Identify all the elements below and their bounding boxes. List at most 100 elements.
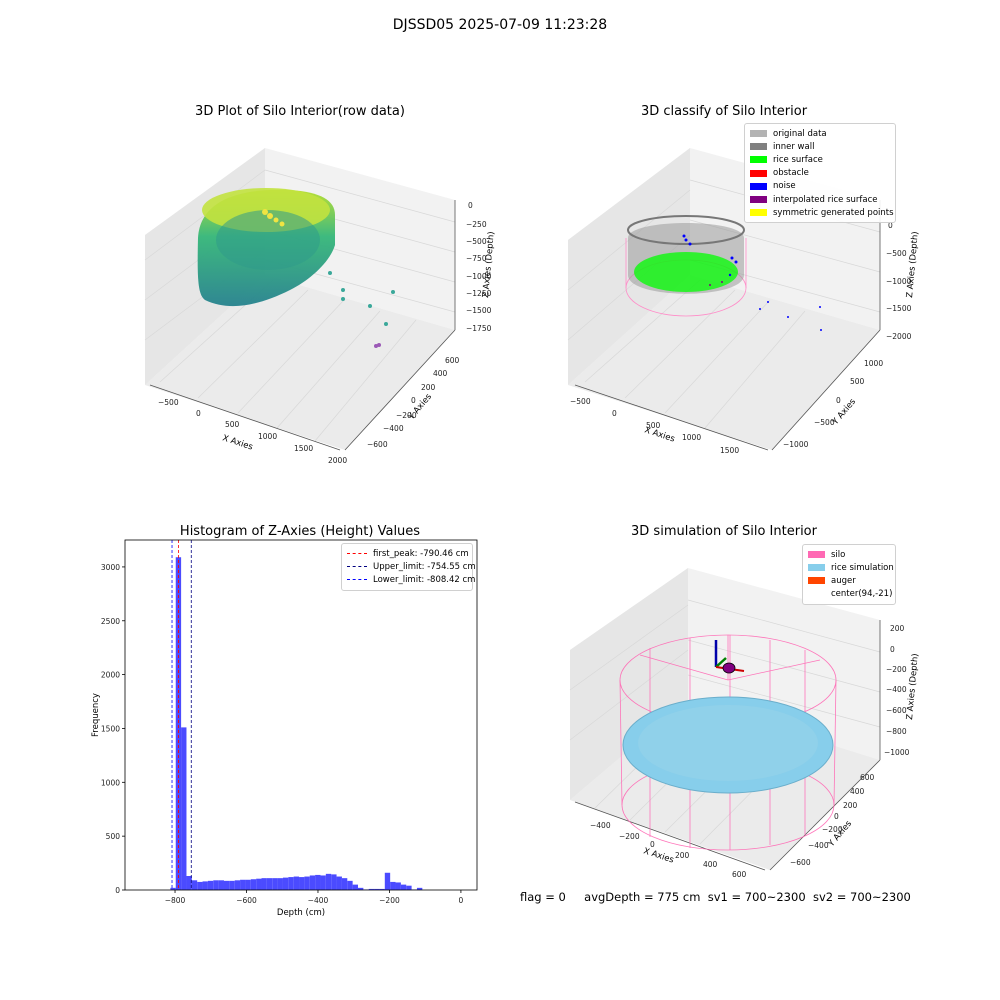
histogram-bar	[352, 884, 358, 890]
classify-x-tick: 500	[646, 421, 661, 430]
classify-x-tick: 1000	[682, 433, 701, 442]
raw-y-tick: −400	[383, 424, 404, 433]
legend-swatch	[808, 564, 825, 572]
simulation-x-tick: −400	[590, 821, 611, 830]
legend-label: rice simulation	[831, 562, 894, 573]
legend-swatch	[750, 130, 767, 138]
simulation-z-tick: −600	[886, 706, 907, 715]
legend-swatch	[808, 577, 825, 585]
classify-y-label: Y Axies	[830, 397, 858, 428]
legend-label: inner wall	[773, 141, 815, 152]
legend-label: obstacle	[773, 168, 809, 179]
simulation-x-tick: 600	[732, 870, 747, 879]
simulation-y-label: Y Axies	[826, 819, 854, 850]
histogram-bar	[250, 879, 257, 890]
raw-z-tick: −1750	[466, 324, 492, 333]
legend-entry: noise	[750, 180, 890, 193]
raw-z-tick: −500	[466, 237, 487, 246]
legend-entry: Upper_limit: -754.55 cm	[347, 560, 476, 573]
raw-y-tick: 200	[421, 383, 436, 392]
histogram-bar	[277, 878, 283, 890]
classify-z-tick: −500	[886, 249, 907, 258]
histogram-bar	[320, 875, 326, 890]
histogram-bar	[181, 727, 187, 890]
raw-x-ticks: −500 0 500 1000 1500 2000	[158, 398, 347, 465]
raw-x-label: X Axies	[221, 433, 254, 452]
classify-z-tick: −1000	[886, 277, 912, 286]
simulation-y-tick: −600	[790, 858, 811, 867]
simulation-z-tick: 200	[890, 624, 905, 633]
histogram-x-label: Depth (cm)	[277, 908, 325, 918]
classify-z-label: Z Axies (Depth)	[905, 231, 921, 298]
classify-interpolated	[709, 281, 723, 286]
simulation-y-tick: 600	[860, 773, 875, 782]
histogram-plot[interactable]: −800 −600 −400 −200 0 0 500 1000 1500 2000 2500 300…	[0, 480, 500, 1000]
raw-x-tick: 2000	[328, 456, 347, 465]
raw-plot-title: 3D Plot of Silo Interior(row data)	[195, 104, 405, 119]
legend-label: symmetric generated points	[773, 207, 894, 218]
simulation-z-tick: −1000	[884, 748, 910, 757]
status-line: flag = 0 avgDepth = 775 cm sv1 = 700~230…	[520, 890, 911, 904]
raw-x-axis	[149, 384, 341, 451]
histogram-y-tick-label: 2500	[101, 617, 120, 626]
classify-y-tick: 0	[836, 396, 841, 405]
status-flag: flag = 0	[520, 890, 566, 904]
legend-entry: auger	[808, 574, 890, 587]
histogram-y-tick-label: 1000	[101, 778, 120, 787]
simulation-y-tick: 400	[850, 787, 865, 796]
legend-entry: center(94,-21)	[808, 588, 893, 601]
legend-entry: first_peak: -790.46 cm	[347, 547, 469, 560]
histogram-bar	[175, 557, 182, 890]
panel-simulation-3d: 3D simulation of Silo Interior	[500, 480, 1000, 880]
classify-plot-title: 3D classify of Silo Interior	[640, 104, 808, 119]
raw-z-tick: −250	[466, 220, 487, 229]
classify-z-tick: −2000	[886, 332, 912, 341]
histogram-y-tick-label: 1500	[101, 724, 120, 733]
histogram-bar	[207, 880, 214, 890]
status-avg-depth: avgDepth = 775 cm	[584, 890, 701, 904]
legend-entry: obstacle	[750, 167, 890, 180]
histogram-bar	[325, 873, 332, 890]
status-sv1: sv1 = 700~2300	[707, 890, 806, 904]
simulation-3d-plot[interactable]: −400 −200 0 200 400 600 −600 −400 −200 0…	[500, 480, 1000, 880]
raw-x-tick: −500	[158, 398, 179, 407]
histogram-bar	[240, 879, 246, 890]
raw-x-tick: 0	[196, 409, 201, 418]
legend-label: original data	[773, 128, 827, 139]
legend-line	[347, 566, 367, 568]
legend-label: first_peak: -790.46 cm	[373, 548, 469, 559]
histogram-y-label: Frequency	[91, 693, 101, 737]
simulation-z-tick: −800	[886, 727, 907, 736]
raw-x-tick: 500	[225, 420, 240, 429]
legend-swatch	[750, 196, 767, 204]
classify-y-tick: −1000	[783, 440, 809, 449]
histogram-bar	[170, 887, 176, 890]
simulation-plot-title: 3D simulation of Silo Interior	[631, 524, 817, 539]
histogram-bar	[357, 887, 364, 890]
histogram-bar	[368, 888, 375, 890]
histogram-bar	[191, 880, 198, 890]
raw-z-tick: −750	[466, 254, 487, 263]
simulation-x-label: X Axies	[642, 846, 675, 865]
legend-swatch	[750, 156, 767, 164]
panel-classify-3d: 3D classify of Silo Interior	[500, 0, 1000, 480]
legend-swatch	[808, 551, 825, 559]
legend-label: center(94,-21)	[831, 589, 893, 600]
histogram-y-tick-label: 3000	[101, 563, 120, 572]
histogram-bar	[229, 880, 235, 890]
histogram-x-tick-label: −800	[165, 896, 186, 905]
raw-x-tick: 1000	[258, 432, 277, 441]
histogram-bar	[315, 874, 321, 890]
histogram-bar	[261, 878, 267, 890]
legend-entry: rice surface	[750, 153, 890, 166]
legend-entry: interpolated rice surface	[750, 193, 890, 206]
histogram-x-tick-label: −600	[236, 896, 257, 905]
simulation-z-tick: −200	[886, 665, 907, 674]
raw-cloud-inner	[216, 210, 320, 270]
raw-3d-plot[interactable]: −500 0 500 1000 1500 2000 −600 −400 −200…	[0, 0, 500, 480]
raw-z-tick: −1250	[466, 289, 492, 298]
legend-line	[347, 579, 367, 581]
classify-3d-plot[interactable]: −500 0 500 1000 1500 −1000 −500 0 500 10…	[500, 0, 1000, 480]
histogram-frame	[124, 539, 478, 891]
histogram-bar	[293, 876, 300, 890]
